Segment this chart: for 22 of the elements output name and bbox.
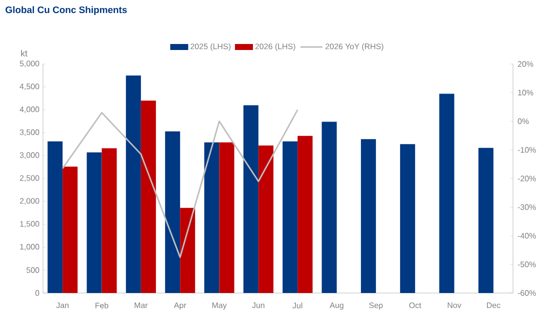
bar: [282, 141, 298, 293]
y-axis-title: kt: [21, 50, 28, 56]
bar: [48, 141, 63, 293]
bar: [219, 142, 234, 293]
bar: [400, 144, 416, 293]
bar: [140, 100, 156, 293]
bar: [180, 208, 196, 293]
bar: [165, 131, 180, 293]
bar: [204, 142, 220, 293]
bar: [86, 152, 102, 293]
chart-title: Global Cu Conc Shipments: [6, 6, 127, 16]
bar: [62, 166, 78, 293]
bar: [126, 75, 141, 293]
bar: [258, 146, 274, 293]
bar: [102, 148, 117, 293]
bar: [243, 105, 258, 293]
line-series: [62, 109, 298, 258]
bar: [322, 122, 337, 293]
bar: [478, 148, 494, 293]
bar: [360, 139, 376, 293]
bar: [439, 94, 454, 293]
bar: [298, 136, 313, 293]
